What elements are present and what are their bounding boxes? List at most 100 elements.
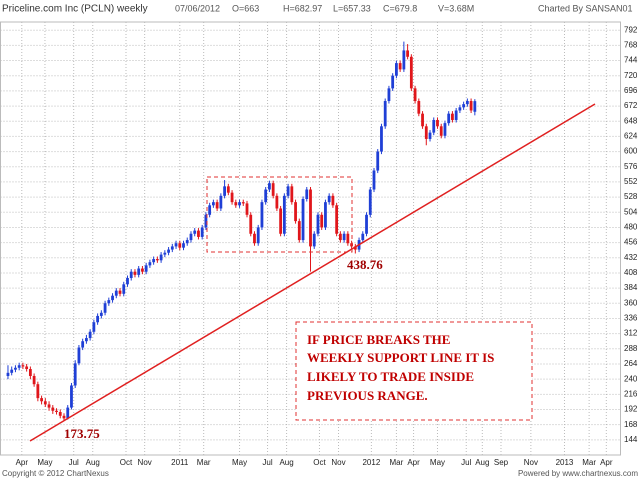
candle-body [92, 322, 96, 332]
candle-body [316, 214, 320, 234]
header-low: L=657.33 [333, 3, 371, 13]
y-tick-label: 552 [624, 177, 638, 186]
y-tick-label: 240 [624, 374, 638, 383]
candle-body [51, 407, 55, 411]
candle-body [376, 151, 380, 171]
candle-body [297, 221, 301, 241]
header-volume: V=3.68M [438, 3, 474, 13]
x-tick-label: Apr [407, 458, 420, 467]
candle-body [144, 265, 148, 272]
candle-body [204, 214, 208, 228]
candle-body [473, 101, 477, 112]
x-tick-label: May [232, 458, 247, 467]
candle-body [118, 290, 122, 294]
candle-body [208, 205, 212, 215]
candle-body [391, 75, 395, 89]
candle-body [305, 189, 309, 199]
annotation: 438.76 [347, 257, 383, 272]
header-open: O=663 [232, 3, 259, 13]
y-tick-label: 336 [624, 314, 638, 323]
note-box [295, 321, 533, 421]
candle-body [327, 195, 331, 203]
candle-body [331, 195, 335, 206]
candle-body [137, 268, 141, 275]
candle-body [182, 243, 185, 248]
annotation: 173.75 [64, 426, 100, 441]
candle-body [249, 214, 253, 234]
candle-body [268, 183, 271, 190]
candle-body [406, 50, 410, 57]
candle-body [462, 104, 466, 108]
candle-body [443, 123, 447, 136]
candle-body [338, 233, 342, 241]
y-tick-label: 168 [624, 420, 638, 429]
note-line: IF PRICE BREAKS THE [307, 332, 450, 347]
candle-body [122, 284, 126, 294]
candle-body [353, 246, 357, 250]
candle-body [58, 412, 62, 416]
range-box [206, 176, 353, 253]
candle-body [189, 233, 193, 241]
candle-body [141, 268, 144, 272]
candle-body [417, 101, 421, 114]
candle-body [465, 101, 469, 105]
candle-body [152, 259, 156, 263]
candle-body [85, 338, 88, 342]
y-tick-label: 264 [624, 359, 638, 368]
x-tick-label: Sep [494, 458, 509, 467]
candle-body [159, 254, 163, 261]
candle-body [264, 189, 268, 203]
y-tick-label: 216 [624, 389, 638, 398]
candle-body [372, 170, 376, 190]
candle-body [40, 398, 43, 402]
candle-body [387, 88, 391, 102]
candle-body [368, 189, 372, 215]
x-tick-label: Jul [69, 458, 79, 467]
candle-body [111, 295, 114, 301]
y-tick-label: 792 [624, 25, 638, 34]
candle-body [55, 410, 58, 413]
candle-body [32, 375, 36, 385]
candle-body [365, 214, 368, 234]
x-tick-label: Mar [582, 458, 596, 467]
chart-title: Priceline.com Inc (PCLN) weekly [2, 4, 148, 15]
x-tick-label: 2011 [171, 458, 189, 467]
candle-body [62, 415, 66, 419]
candle-body [163, 252, 167, 255]
note-line: LIKELY TO TRADE INSIDE [307, 369, 474, 384]
candle-body [6, 372, 10, 376]
support-line [29, 103, 596, 442]
candle-body [77, 347, 81, 364]
candle-body [253, 233, 256, 244]
y-tick-label: 600 [624, 147, 638, 156]
candle-body [200, 227, 204, 237]
candle-body [432, 119, 436, 133]
x-tick-label: Nov [524, 458, 538, 467]
y-tick-label: 312 [624, 329, 638, 338]
candle-body [133, 271, 137, 275]
x-tick-label: Jul [262, 458, 272, 467]
candle-body [241, 202, 245, 204]
candle-body [335, 205, 339, 234]
candle-body [197, 230, 200, 237]
candle-body [380, 126, 383, 152]
candle-body [129, 271, 133, 279]
candle-body [99, 312, 103, 316]
x-tick-label: May [37, 458, 52, 467]
candle-body [361, 233, 365, 241]
y-tick-label: 696 [624, 86, 638, 95]
candle-body [271, 183, 275, 196]
y-tick-label: 192 [624, 405, 638, 414]
candle-body [174, 243, 178, 247]
x-tick-label: Oct [120, 458, 133, 467]
candle-body [238, 202, 241, 206]
candle-body [43, 401, 47, 405]
candle-body [21, 365, 25, 367]
x-tick-label: 2013 [556, 458, 574, 467]
x-tick-label: May [430, 458, 445, 467]
candle-body [294, 202, 297, 222]
candle-body [185, 240, 189, 244]
footer-right: Powered by www.chartnexus.com [518, 469, 638, 478]
candle-body [346, 233, 350, 244]
